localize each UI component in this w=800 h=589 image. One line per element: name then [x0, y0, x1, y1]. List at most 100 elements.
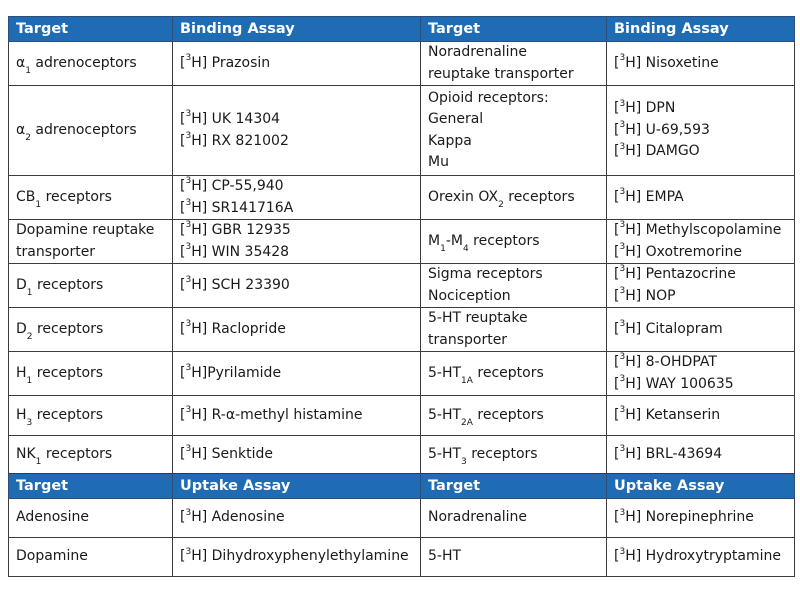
cell-text: 5-HT3 receptors — [428, 445, 538, 467]
cell-text: Nociception — [428, 287, 511, 304]
cell-text: [3H] R-α-methyl histamine — [180, 405, 363, 423]
assay-cell: [3H] Nisoxetine — [606, 41, 795, 86]
target-cell: 5-HT1A receptors — [420, 351, 607, 396]
assay-cell: [3H] Methylscopolamine [3H] Oxotremorine — [606, 219, 795, 264]
assay-cell: [3H] GBR 12935 [3H] WIN 35428 — [172, 219, 421, 264]
cell-text: [3H] Raclopride — [180, 319, 286, 337]
cell-text: [3H] Hydroxytryptamine — [614, 546, 781, 565]
cell-text: [3H] Norepinephrine — [614, 507, 754, 526]
header-target-2: Target — [420, 16, 607, 42]
target-cell: Dopamine — [8, 537, 173, 577]
cell-text: [3H] NOP — [614, 285, 676, 304]
cell-text: [3H] WAY 100635 — [614, 373, 734, 392]
cell-text: [3H] Senktide — [180, 444, 274, 462]
cell-text: reuptake transporter — [428, 65, 574, 82]
cell-text: H1 receptors — [16, 364, 104, 386]
cell-text: [3H] Dihydroxyphenylethylamine — [180, 546, 409, 565]
cell-text: [3H] Prazosin — [180, 53, 271, 71]
cell-text: [3H] Adenosine — [180, 507, 285, 526]
assay-cell: [3H] Pentazocrine [3H] NOP — [606, 263, 795, 308]
assay-cell: [3H] EMPA — [606, 175, 795, 220]
target-cell: 5-HT2A receptors — [420, 395, 607, 436]
cell-text: 5-HT2A receptors — [428, 406, 544, 428]
binding-row: CB1 receptors [3H] CP-55,940 [3H] SR141716… — [8, 175, 795, 220]
target-cell: Dopamine reuptake transporter — [8, 219, 173, 264]
cell-text: [3H] GBR 12935 — [180, 220, 291, 238]
binding-row: H1 receptors [3H]Pyrilamide 5-HT1A recepto… — [8, 351, 795, 396]
target-cell: Noradrenaline — [420, 498, 607, 538]
assay-cell: [3H] Hydroxytryptamine — [606, 537, 795, 577]
cell-text: 5-HT reuptake — [428, 310, 528, 326]
uptake-row: Dopamine [3H] Dihydroxyphenylethylamine 5-… — [8, 537, 795, 577]
cell-text: Orexin OX2 receptors — [428, 188, 575, 210]
cell-text: H3 receptors — [16, 406, 104, 428]
cell-text: Dopamine reuptake — [16, 222, 155, 238]
assay-cell: [3H] UK 14304 [3H] RX 821002 — [172, 85, 421, 176]
cell-text: [3H] Oxotremorine — [614, 241, 742, 260]
cell-text: [3H] SCH 23390 — [180, 275, 290, 293]
cell-text: Opioid receptors: — [428, 89, 549, 106]
assay-cell: [3H] Dihydroxyphenylethylamine — [172, 537, 421, 577]
cell-text: [3H] UK 14304 — [180, 109, 281, 127]
assay-cell: [3H] DPN [3H] U-69,593 [3H] DAMGO — [606, 85, 795, 176]
cell-text: [3H] Pentazocrine — [614, 264, 736, 282]
target-cell: α2 adrenoceptors — [8, 85, 173, 176]
cell-text: Adenosine — [16, 509, 89, 526]
target-cell: NK1 receptors — [8, 435, 173, 474]
target-cell: Adenosine — [8, 498, 173, 538]
binding-row: α1 adrenoceptors [3H] Prazosin Noradrenali… — [8, 41, 795, 86]
target-cell: M1-M4 receptors — [420, 219, 607, 264]
assay-cell: [3H] Senktide — [172, 435, 421, 474]
assay-table-body: Target Binding Assay Target Binding Assa… — [8, 16, 795, 577]
cell-text: [3H]Pyrilamide — [180, 363, 282, 381]
cell-text: [3H] BRL-43694 — [614, 444, 723, 462]
target-cell: 5-HT reuptake transporter — [420, 307, 607, 352]
target-cell: Sigma receptors Nociception — [420, 263, 607, 308]
cell-text: transporter — [16, 243, 96, 260]
cell-text: Mu — [428, 154, 449, 170]
header-binding-assay-2: Binding Assay — [606, 16, 795, 42]
cell-text: 5-HT — [428, 548, 462, 565]
assay-cell: [3H] SCH 23390 — [172, 263, 421, 308]
target-cell: CB1 receptors — [8, 175, 173, 220]
assay-cell: [3H] BRL-43694 — [606, 435, 795, 474]
cell-text: Kappa — [428, 132, 472, 149]
cell-text: 5-HT1A receptors — [428, 364, 544, 386]
cell-text: α2 adrenoceptors — [16, 121, 137, 143]
assay-cell: [3H] Citalopram — [606, 307, 795, 352]
assay-cell: [3H] Adenosine — [172, 498, 421, 538]
assay-cell: [3H] Prazosin — [172, 41, 421, 86]
binding-row: NK1 receptors [3H] Senktide 5-HT3 receptor… — [8, 435, 795, 474]
header-uptake-assay-1: Uptake Assay — [172, 473, 421, 499]
cell-text: [3H] Ketanserin — [614, 405, 721, 423]
assay-cell: [3H] Norepinephrine — [606, 498, 795, 538]
cell-text: α1 adrenoceptors — [16, 54, 137, 76]
binding-row: Dopamine reuptake transporter [3H] GBR 129… — [8, 219, 795, 264]
cell-text: [3H] DPN — [614, 98, 676, 117]
cell-text: D1 receptors — [16, 276, 104, 298]
cell-text: General — [428, 111, 484, 127]
binding-row: D1 receptors [3H] SCH 23390 Sigma receptor… — [8, 263, 795, 308]
uptake-header-row: Target Uptake Assay Target Uptake Assay — [8, 473, 795, 499]
cell-text: [3H] Citalopram — [614, 319, 723, 337]
cell-text: [3H] 8-OHDPAT — [614, 352, 717, 370]
header-target-3: Target — [8, 473, 173, 499]
cell-text: [3H] EMPA — [614, 187, 684, 205]
cell-text: M1-M4 receptors — [428, 232, 540, 254]
cell-text: [3H] Methylscopolamine — [614, 220, 782, 238]
cell-text: [3H] RX 821002 — [180, 130, 289, 149]
binding-header-row: Target Binding Assay Target Binding Assa… — [8, 16, 795, 42]
cell-text: D2 receptors — [16, 320, 104, 342]
assay-cell: [3H] R-α-methyl histamine — [172, 395, 421, 436]
header-target-1: Target — [8, 16, 173, 42]
cell-text: [3H] Nisoxetine — [614, 53, 719, 71]
assay-cell: [3H] Raclopride — [172, 307, 421, 352]
target-cell: Noradrenaline reuptake transporter — [420, 41, 607, 86]
cell-text: [3H] DAMGO — [614, 141, 700, 160]
header-uptake-assay-2: Uptake Assay — [606, 473, 795, 499]
cell-text: Sigma receptors — [428, 266, 543, 282]
assay-cell: [3H] CP-55,940 [3H] SR141716A — [172, 175, 421, 220]
cell-text: transporter — [428, 331, 508, 348]
binding-row: D2 receptors [3H] Raclopride 5-HT reuptake… — [8, 307, 795, 352]
assay-cell: [3H]Pyrilamide — [172, 351, 421, 396]
